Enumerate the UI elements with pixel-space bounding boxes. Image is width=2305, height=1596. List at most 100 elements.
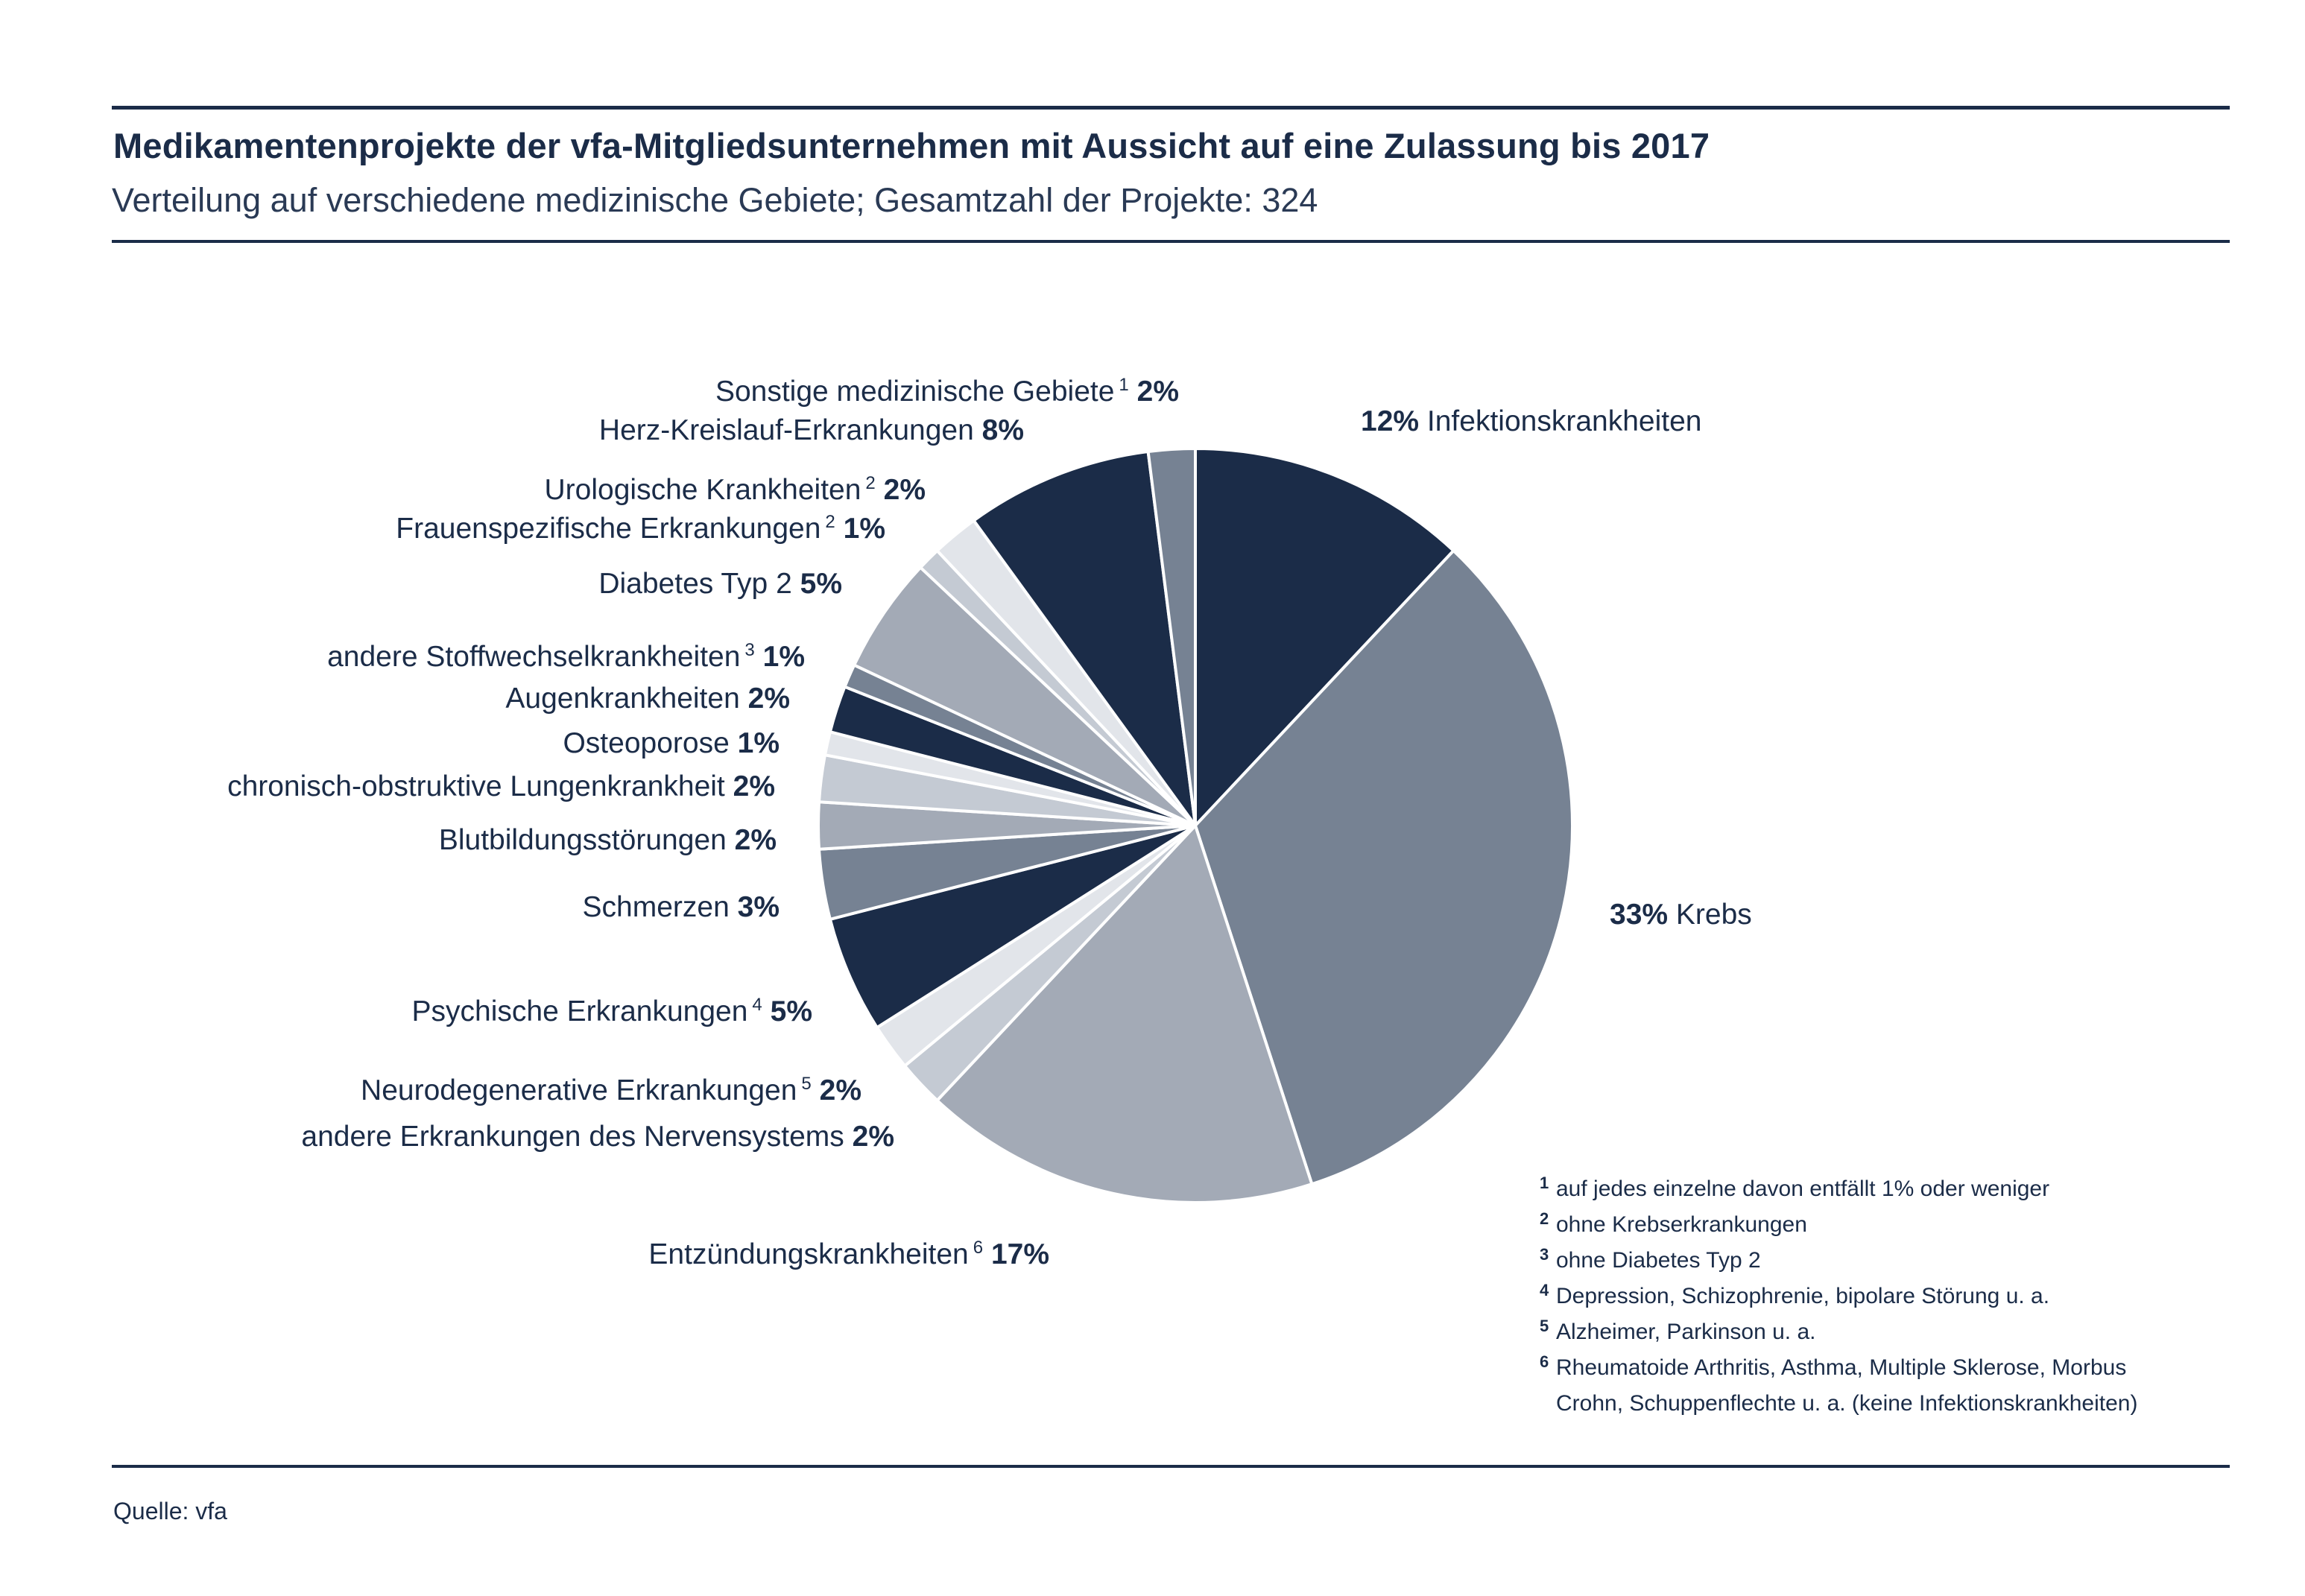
footnote-marker: 4 [1540,1281,1549,1299]
slice-label: Psychische Erkrankungen 4 5% [412,995,812,1027]
spacer [740,683,748,715]
pie-slice [828,824,1197,1030]
top-rule [112,106,2230,110]
spacer [835,513,844,545]
spacer [1419,405,1427,437]
slice-footnote-ref: 2 [865,473,875,493]
slice-label: Augenkrankheiten 2% [505,683,790,715]
slice-label: Urologische Krankheiten 2 2% [545,473,926,506]
spacer [727,824,735,856]
spacer [876,474,884,506]
footnote: 2 ohne Krebserkrankungen [1540,1207,2255,1243]
footnote: 6 Rheumatoide Arthritis, Asthma, Multiple… [1540,1350,2255,1422]
chart-subtitle: Verteilung auf verschiedene medizinische… [112,181,1318,219]
slice-category: Osteoporose [563,727,729,759]
slice-category: Diabetes Typ 2 [598,568,791,600]
slice-label: Sonstige medizinische Gebiete 1 2% [715,375,1179,408]
slice-label: chronisch-obstruktive Lungenkrankheit 2% [227,770,775,802]
slice-percent: 5% [771,995,812,1027]
slice-label: Schmerzen 3% [583,891,780,923]
slice-category: Urologische Krankheiten [545,474,861,506]
slice-label: andere Erkrankungen des Nervensystems 2% [301,1121,894,1153]
pie-slice [935,824,1314,1204]
header-rule [112,240,2230,243]
slice-category: Blutbildungsstörungen [439,824,727,856]
slice-footnote-ref: 5 [801,1074,811,1094]
spacer [730,727,738,759]
slice-category: Neurodegenerative Erkrankungen [361,1074,797,1106]
footnote: 3 ohne Diabetes Typ 2 [1540,1243,2255,1279]
spacer [844,1121,853,1153]
footnote: 1 auf jedes einzelne davon entfällt 1% od… [1540,1171,2255,1207]
spacer [974,414,982,446]
slice-category: Augenkrankheiten [505,683,739,715]
slice-percent: 5% [800,568,842,600]
spacer [983,1238,991,1270]
slice-category: Psychische Erkrankungen [412,995,748,1027]
slice-percent: 2% [853,1121,894,1153]
footer-rule [112,1465,2230,1468]
slice-percent: 2% [1137,376,1179,408]
pie-slice [1146,447,1197,827]
slice-footnote-ref: 1 [1119,375,1128,395]
slice-category: Krebs [1676,899,1752,931]
footnote: 5 Alzheimer, Parkinson u. a. [1540,1314,2255,1350]
pie-slice [853,566,1197,827]
slice-percent: 33% [1610,899,1668,931]
slice-percent: 2% [733,770,775,802]
slice-label: 33% Krebs [1610,899,1752,931]
chart-title: Medikamentenprojekte der vfa-Mitgliedsun… [113,126,1710,165]
spacer [725,770,733,802]
footnote-text: Alzheimer, Parkinson u. a. [1556,1320,1816,1344]
slice-category: Infektionskrankheiten [1427,405,1702,437]
slice-percent: 2% [748,683,790,715]
slice-footnote-ref: 3 [744,640,754,660]
slice-percent: 1% [738,727,780,759]
slice-label: Diabetes Typ 2 5% [598,568,842,600]
slice-percent: 17% [991,1238,1049,1270]
slice-category: Schmerzen [583,891,730,923]
slice-label: Herz-Kreislauf-Erkrankungen 8% [599,414,1024,446]
slice-category: Sonstige medizinische Gebiete [715,376,1114,408]
slice-category: chronisch-obstruktive Lungenkrankheit [227,770,725,802]
slice-percent: 2% [735,824,777,856]
slice-label: Entzündungskrankheiten 6 17% [648,1238,1049,1270]
slice-label: Neurodegenerative Erkrankungen 5 2% [361,1074,861,1106]
spacer [792,568,800,600]
spacer [730,891,738,923]
slice-category: Entzündungskrankheiten [648,1238,968,1270]
slice-category: Frauenspezifische Erkrankungen [396,513,820,545]
footnote-marker: 5 [1540,1317,1549,1335]
pie-slice [1194,447,1455,827]
slice-label: Osteoporose 1% [563,727,780,759]
slice-percent: 3% [738,891,780,923]
spacer [755,641,763,673]
footnote-text: ohne Krebserkrankungen [1556,1212,1807,1237]
slice-percent: 2% [884,474,926,506]
footnotes: 1 auf jedes einzelne davon entfällt 1% od… [1540,1171,2255,1422]
pie-slice [972,450,1197,827]
footnote-text: Rheumatoide Arthritis, Asthma, Multiple … [1556,1355,2138,1416]
footnote-marker: 6 [1540,1352,1549,1371]
slice-footnote-ref: 6 [973,1238,983,1258]
slice-category: Herz-Kreislauf-Erkrankungen [599,414,974,446]
footnote-marker: 2 [1540,1209,1549,1228]
pie-slices [817,447,1575,1204]
slice-label: 12% Infektionskrankheiten [1361,405,1701,437]
slice-percent: 1% [844,513,885,545]
spacer [762,995,771,1027]
spacer [1129,376,1137,408]
slice-category: andere Erkrankungen des Nervensystems [301,1121,844,1153]
slice-percent: 2% [820,1074,861,1106]
slice-label: Blutbildungsstörungen 2% [439,824,777,856]
footnote-marker: 3 [1540,1245,1549,1264]
slice-label: andere Stoffwechselkrankheiten 3 1% [327,640,805,673]
slice-percent: 1% [763,641,805,673]
slice-percent: 12% [1361,405,1419,437]
footnote-marker: 1 [1540,1174,1549,1192]
spacer [1668,899,1676,931]
pie-slice [1194,549,1575,1186]
slice-percent: 8% [982,414,1024,446]
